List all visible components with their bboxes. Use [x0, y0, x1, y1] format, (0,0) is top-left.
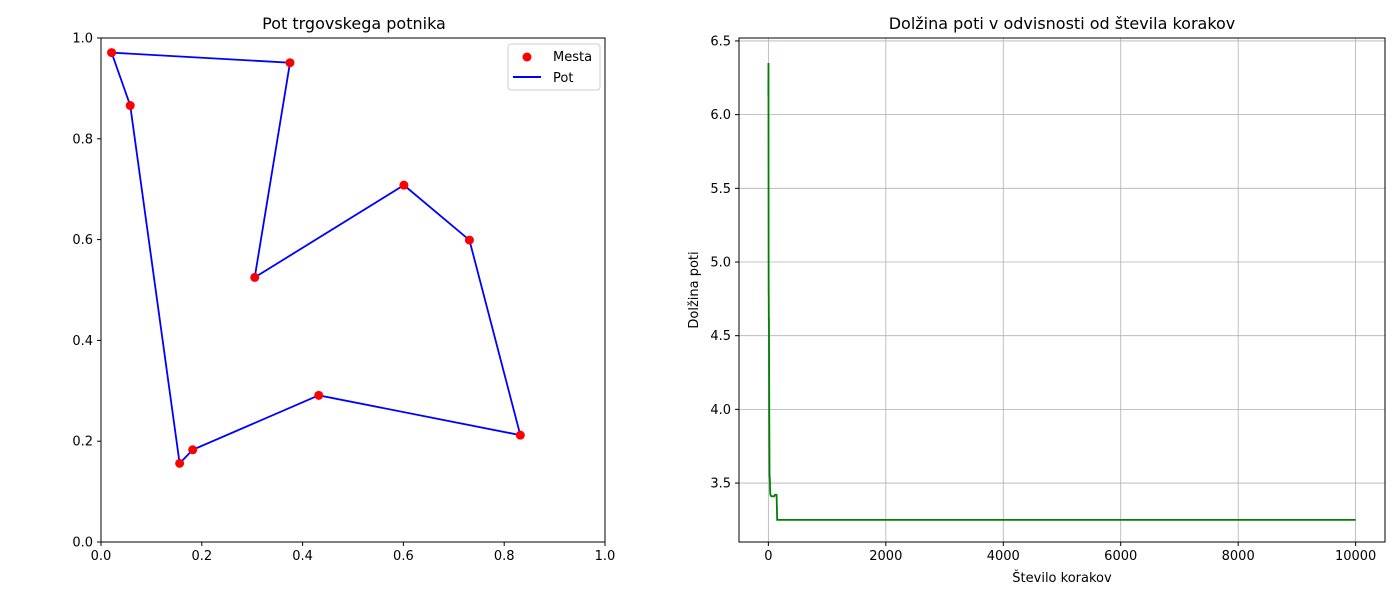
- length-y-axis-label: Dolžina poti: [687, 251, 702, 328]
- city-point: [464, 235, 474, 245]
- tsp-y-tick-label: 1.0: [72, 32, 93, 47]
- city-point: [125, 101, 135, 111]
- legend-marker-mesta: [522, 52, 532, 62]
- tsp-chart: Pot trgovskega potnika 0.0 0.2 0.4 0.6 0.8 1.…: [72, 14, 615, 564]
- tsp-x-tick-label: 0.2: [191, 549, 212, 564]
- length-y-tick-label: 6.5: [710, 34, 731, 49]
- city-point: [515, 430, 525, 440]
- length-y-tick-label: 5.5: [710, 182, 731, 197]
- length-y-tick-label: 3.5: [710, 477, 731, 492]
- tsp-x-tick-label: 1.0: [595, 549, 616, 564]
- length-y-tick-label: 4.5: [710, 329, 731, 344]
- tsp-y-tick-label: 0.2: [72, 435, 93, 450]
- city-point: [250, 272, 260, 282]
- tsp-plot-area: 0.0 0.2 0.4 0.6 0.8 1.0 0.0 0.2 0.4 0.6 0.8 1.0: [72, 32, 615, 565]
- length-plot-area: 0 2000 4000 6000 8000 10000 3.5 4.0 4.5 5.0 5.5 6.0…: [710, 34, 1386, 564]
- tsp-x-tick-label: 0.6: [393, 549, 414, 564]
- length-x-axis-label: Število korakov: [1012, 570, 1112, 586]
- tsp-route-line: [110, 51, 522, 466]
- length-y-tick-label: 6.0: [710, 108, 731, 123]
- legend-label-mesta: Mesta: [553, 50, 592, 65]
- city-point: [175, 458, 185, 468]
- tsp-chart-title: Pot trgovskega potnika: [262, 14, 446, 33]
- length-x-tick-label: 2000: [869, 549, 902, 564]
- path-length-series: [767, 63, 1356, 521]
- tsp-axes-frame: [100, 37, 606, 543]
- length-chart-title: Dolžina poti v odvisnosti od števila kor…: [889, 14, 1236, 33]
- length-x-tick-label: 10000: [1335, 549, 1376, 564]
- city-point: [285, 58, 295, 68]
- city-point: [399, 180, 409, 190]
- length-x-tick-label: 8000: [1222, 549, 1255, 564]
- city-point: [314, 390, 324, 400]
- length-chart: Dolžina poti v odvisnosti od števila kor…: [687, 14, 1386, 586]
- tsp-y-tick-label: 0.0: [72, 536, 93, 551]
- tsp-x-tick-label: 0.0: [91, 549, 112, 564]
- tsp-y-tick-label: 0.8: [72, 132, 93, 147]
- length-axes-frame: [738, 37, 1386, 543]
- tsp-y-tick-label: 0.4: [72, 334, 93, 349]
- length-x-tick-label: 6000: [1104, 549, 1137, 564]
- length-x-tick-label: 4000: [987, 549, 1020, 564]
- tsp-legend: Mesta Pot: [507, 43, 601, 91]
- tsp-x-tick-label: 0.4: [292, 549, 313, 564]
- length-y-tick-label: 4.0: [710, 403, 731, 418]
- tsp-y-tick-label: 0.6: [72, 233, 93, 248]
- city-point: [107, 48, 117, 58]
- tsp-x-tick-label: 0.8: [494, 549, 515, 564]
- length-x-tick-label: 0: [764, 549, 772, 564]
- length-y-tick-label: 5.0: [710, 256, 731, 271]
- legend-label-pot: Pot: [553, 71, 573, 86]
- city-point: [188, 445, 198, 455]
